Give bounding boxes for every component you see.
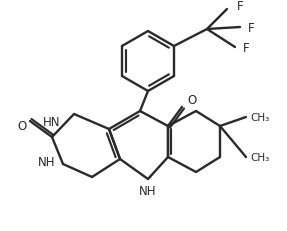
Text: F: F xyxy=(243,41,250,54)
Text: NH: NH xyxy=(38,155,55,168)
Text: F: F xyxy=(248,21,255,34)
Text: CH₃: CH₃ xyxy=(250,112,269,122)
Text: NH: NH xyxy=(139,185,157,198)
Text: O: O xyxy=(18,119,27,132)
Text: CH₃: CH₃ xyxy=(250,152,269,162)
Text: O: O xyxy=(187,93,197,106)
Text: F: F xyxy=(237,0,244,13)
Text: HN: HN xyxy=(42,116,60,129)
